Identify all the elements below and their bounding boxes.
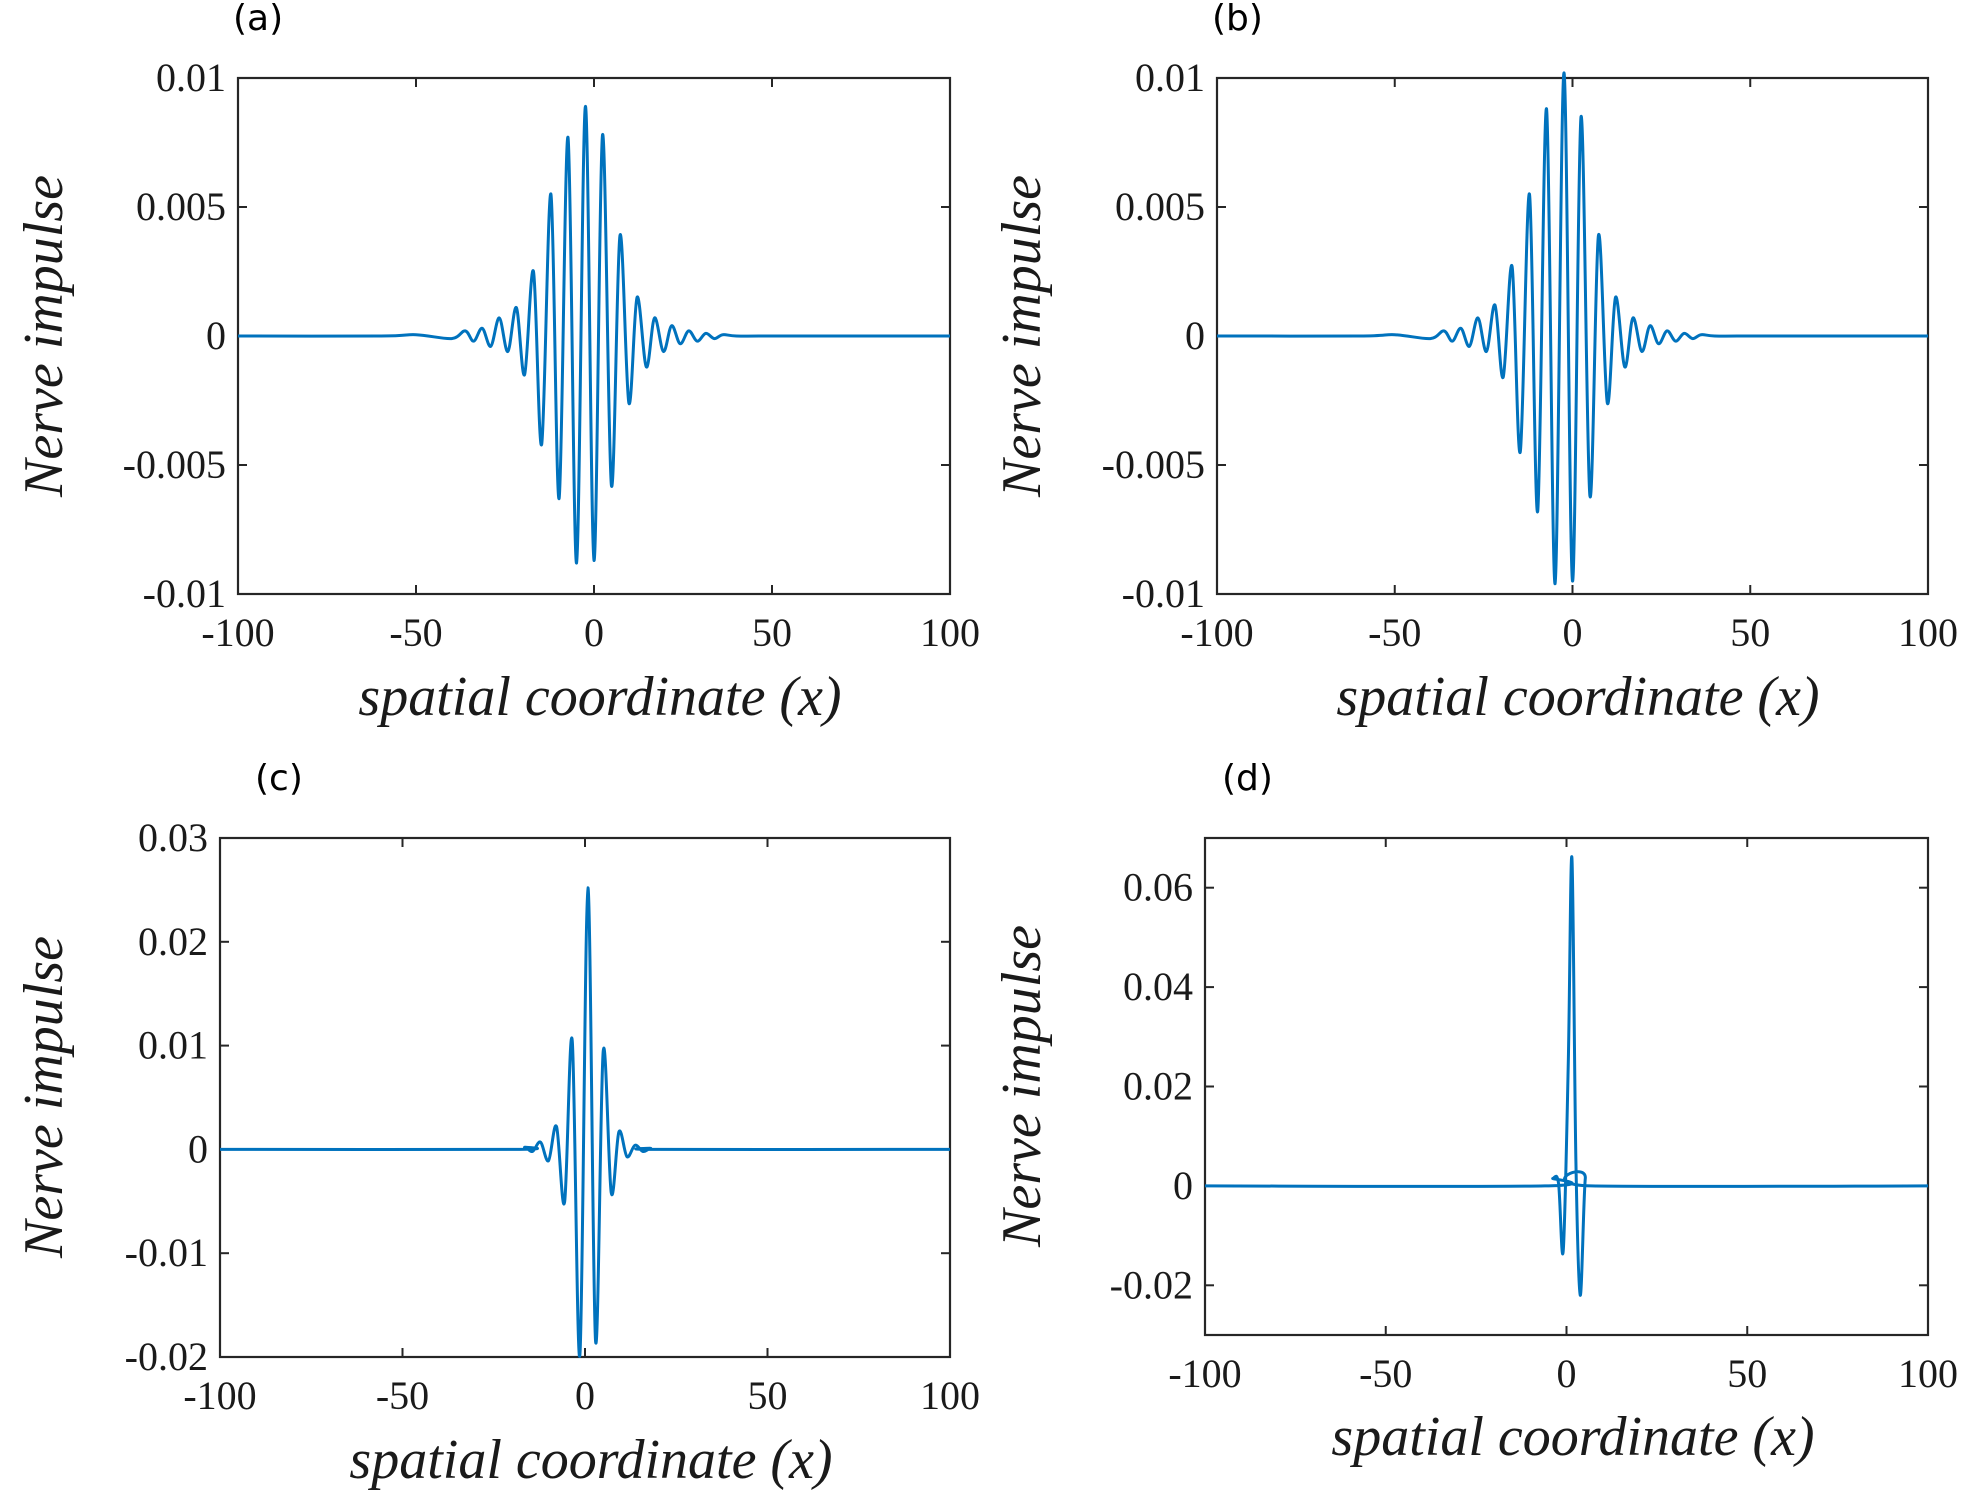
y-tick-label: -0.005 [123,442,226,487]
chart-panel: (a) -100 -50 0 50 100 -0.01 -0.005 0 0.005 0.01 spa… [13,0,980,728]
x-tick-label: 100 [1898,1351,1958,1396]
y-tick-label: 0 [188,1126,208,1171]
y-tick-label: -0.01 [143,571,226,616]
y-tick-label: 0 [1173,1163,1193,1208]
x-tick-label: -50 [1359,1351,1412,1396]
x-axis-label: spatial coordinate (x) [349,1429,832,1491]
y-tick-label: 0.01 [1135,55,1205,100]
x-tick-label: 100 [920,610,980,655]
y-tick-label: 0.03 [138,815,208,860]
chart-panel: (c) -100 -50 0 50 100 -0.02 -0.01 0 0.01 0.02 0.03 s… [13,758,980,1491]
y-tick-label: -0.02 [125,1334,208,1379]
x-tick-label: -100 [183,1373,256,1418]
panel-label: (c) [255,758,303,799]
x-tick-label: -100 [1168,1351,1241,1396]
x-tick-label: -100 [201,610,274,655]
series-line [219,886,951,1358]
x-tick-label: -50 [376,1373,429,1418]
y-tick-label: 0 [1185,313,1205,358]
y-axis-label: Nerve impulse [13,936,75,1259]
y-tick-label: 0.005 [1115,184,1205,229]
x-axis-label: spatial coordinate (x) [1336,666,1819,728]
y-axis-label: Nerve impulse [991,925,1053,1248]
y-axis-label: Nerve impulse [13,175,75,498]
chart-panel: (b) -100 -50 0 50 100 -0.01 -0.005 0 0.005 0.01 spa… [991,0,1958,728]
series-line [1216,71,1928,586]
y-tick-label: 0 [206,313,226,358]
series-line [1204,855,1929,1297]
y-tick-label: -0.01 [125,1230,208,1275]
x-tick-label: -50 [389,610,442,655]
x-axis-label: spatial coordinate (x) [1331,1406,1814,1468]
y-tick-label: -0.02 [1110,1262,1193,1307]
y-tick-label: 0.06 [1123,865,1193,910]
x-tick-label: 50 [1727,1351,1767,1396]
panel-label: (d) [1222,758,1273,799]
y-tick-label: 0.01 [138,1023,208,1068]
x-tick-label: 100 [1898,610,1958,655]
y-tick-label: 0.04 [1123,964,1193,1009]
x-tick-label: 100 [920,1373,980,1418]
chart-panel: (d) -100 -50 0 50 100 -0.02 0 0.02 0.04 0.06 spatia… [991,758,1958,1468]
x-tick-label: 50 [1730,610,1770,655]
x-axis-label: spatial coordinate (x) [358,666,841,728]
x-tick-label: 0 [584,610,604,655]
panel-label: (a) [233,0,283,39]
y-axis-label: Nerve impulse [991,175,1053,498]
panel-label: (b) [1212,0,1263,39]
x-tick-label: -100 [1180,610,1253,655]
y-tick-label: 0.02 [138,919,208,964]
x-tick-label: 50 [748,1373,788,1418]
y-tick-label: -0.01 [1122,571,1205,616]
x-tick-label: 0 [1557,1351,1577,1396]
y-tick-label: -0.005 [1102,442,1205,487]
x-tick-label: 0 [575,1373,595,1418]
x-tick-label: 50 [752,610,792,655]
y-tick-label: 0.01 [156,55,226,100]
x-tick-label: -50 [1368,610,1421,655]
y-tick-label: 0.005 [136,184,226,229]
x-tick-label: 0 [1563,610,1583,655]
y-tick-label: 0.02 [1123,1064,1193,1109]
series-line [237,104,950,565]
